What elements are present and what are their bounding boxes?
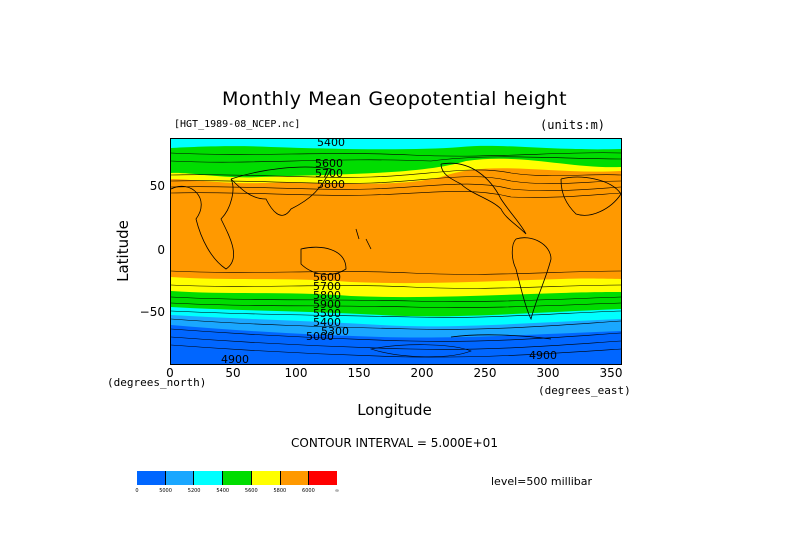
- units-label: (units:m): [540, 118, 606, 132]
- x-tick-label: 300: [536, 366, 560, 380]
- color-legend-swatch: [280, 471, 310, 485]
- x-tick-label: 100: [284, 366, 308, 380]
- color-legend-bar: [137, 471, 338, 485]
- band-deepblue-south: [171, 325, 621, 364]
- color-legend-swatch: [223, 471, 252, 485]
- color-legend-swatch: [194, 471, 224, 485]
- x-tick-label: 0: [166, 366, 174, 380]
- color-legend-swatch: [165, 471, 195, 485]
- y-axis-unit: (degrees_north): [107, 376, 207, 389]
- color-legend-label: 5400: [216, 488, 230, 494]
- contour-label: 5600: [315, 157, 343, 170]
- x-tick-label: 50: [225, 366, 241, 380]
- contour-label: 5400: [317, 138, 345, 149]
- geopotential-height-map: 5400 5600 5700 5800 5600 5700 5800 5900 …: [170, 138, 622, 365]
- contour-label: 5600: [313, 271, 341, 284]
- contour-label: 5500: [313, 307, 341, 320]
- coastlines: [171, 162, 621, 340]
- contour-label: 5400: [313, 316, 341, 329]
- color-legend-label: 6000: [302, 488, 315, 494]
- contour-label: 5700: [315, 167, 343, 180]
- color-legend-swatch: [309, 471, 338, 485]
- contour-interval-text: CONTOUR INTERVAL = 5.000E+01: [291, 436, 498, 450]
- x-tick-label: 350: [599, 366, 623, 380]
- contour-label: 5700: [313, 280, 341, 293]
- contour-label: 4900: [221, 353, 249, 365]
- color-legend-swatch: [137, 471, 166, 485]
- contour-label: 5800: [313, 289, 341, 302]
- contour-label: 4900: [529, 349, 557, 362]
- x-tick-label: 200: [410, 366, 434, 380]
- color-legend-label: 5000: [159, 488, 172, 494]
- x-axis-label: Longitude: [357, 401, 432, 419]
- color-legend-swatch: [251, 471, 281, 485]
- contour-label-group: 5400 5600 5700 5800 5600 5700 5800 5900 …: [221, 138, 557, 365]
- y-tick-label: 0: [157, 243, 165, 257]
- x-tick-label: 150: [347, 366, 371, 380]
- x-axis-unit: (degrees_east): [538, 384, 631, 397]
- dataset-name: [HGT_1989-08_NCEP.nc]: [174, 119, 301, 130]
- y-tick-label: −50: [139, 305, 165, 319]
- y-tick-label: 50: [149, 179, 165, 193]
- y-axis-label: Latitude: [113, 220, 132, 282]
- color-legend-label: ∞: [334, 488, 340, 494]
- color-legend-label: 5600: [244, 488, 258, 494]
- contour-label: 5300: [321, 325, 349, 338]
- contour-label: 5900: [313, 298, 341, 311]
- color-legend-label: 5800: [273, 488, 287, 494]
- contour-label: 5800: [317, 178, 345, 191]
- color-legend-label: 0: [135, 488, 139, 494]
- band-cyan-north: [171, 139, 621, 150]
- contour-label: 5000: [306, 330, 334, 343]
- chart-title: Monthly Mean Geopotential height: [221, 88, 568, 110]
- x-tick-label: 250: [473, 366, 497, 380]
- color-legend-label: 5200: [187, 488, 201, 494]
- contour-lines: [171, 152, 621, 358]
- pressure-level-text: level=500 millibar: [491, 475, 593, 488]
